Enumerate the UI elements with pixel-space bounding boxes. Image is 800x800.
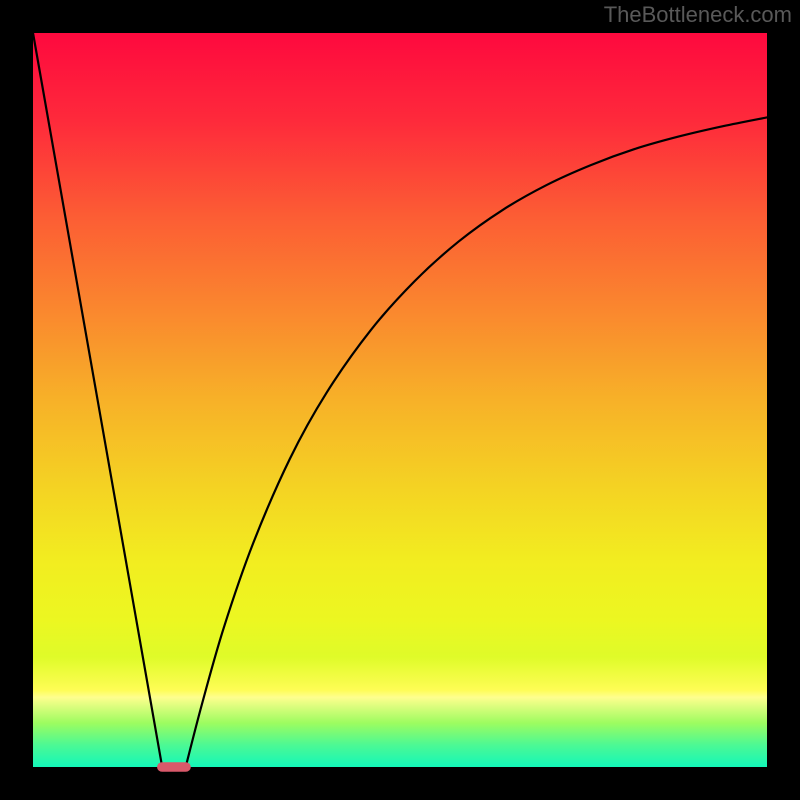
optimal-marker — [157, 762, 191, 772]
watermark-text: TheBottleneck.com — [604, 2, 792, 28]
chart-container: TheBottleneck.com — [0, 0, 800, 800]
bottleneck-chart — [0, 0, 800, 800]
